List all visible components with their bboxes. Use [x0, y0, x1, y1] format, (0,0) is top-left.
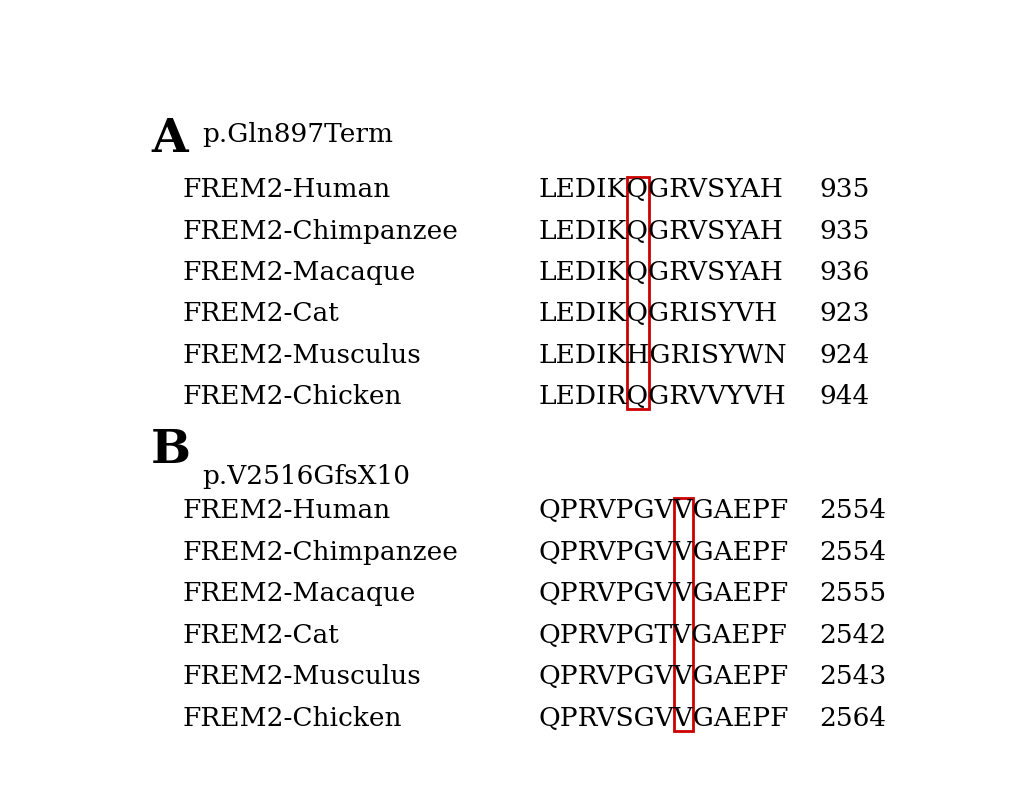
Text: QPRVPGTVGAEPF: QPRVPGTVGAEPF [538, 623, 787, 648]
Text: QPRVPGVVGAEPF: QPRVPGVVGAEPF [538, 540, 788, 565]
Text: FREM2-Chicken: FREM2-Chicken [182, 384, 401, 409]
Text: LEDIKQGRVSYAH: LEDIKQGRVSYAH [538, 260, 783, 285]
Text: 2555: 2555 [818, 581, 886, 607]
Text: QPRVPGVVGAEPF: QPRVPGVVGAEPF [538, 664, 788, 689]
Text: FREM2-Cat: FREM2-Cat [182, 623, 339, 648]
Text: QPRVSGVVGAEPF: QPRVSGVVGAEPF [538, 706, 789, 731]
Text: FREM2-Macaque: FREM2-Macaque [182, 581, 416, 607]
Text: LEDIKHGRISYWN: LEDIKHGRISYWN [538, 343, 787, 368]
Text: 2542: 2542 [818, 623, 886, 648]
Text: FREM2-Cat: FREM2-Cat [182, 302, 339, 326]
Bar [627, 177, 648, 409]
Text: A: A [151, 116, 187, 162]
Text: FREM2-Musculus: FREM2-Musculus [182, 343, 421, 368]
Text: 2554: 2554 [818, 540, 886, 565]
Text: 2564: 2564 [818, 706, 886, 731]
Text: p.V2516GfsX10: p.V2516GfsX10 [203, 464, 411, 489]
Text: LEDIKQGRISYVH: LEDIKQGRISYVH [538, 302, 777, 326]
Text: p.Gln897Term: p.Gln897Term [203, 123, 393, 147]
Text: 2543: 2543 [818, 664, 886, 689]
Text: FREM2-Chimpanzee: FREM2-Chimpanzee [182, 219, 459, 243]
Text: LEDIRQGRVVYVH: LEDIRQGRVVYVH [538, 384, 786, 409]
Text: FREM2-Macaque: FREM2-Macaque [182, 260, 416, 285]
Text: 944: 944 [818, 384, 868, 409]
Text: FREM2-Chimpanzee: FREM2-Chimpanzee [182, 540, 459, 565]
Text: FREM2-Human: FREM2-Human [182, 498, 390, 524]
Text: 2554: 2554 [818, 498, 886, 524]
Text: 935: 935 [818, 177, 869, 202]
Text: FREM2-Human: FREM2-Human [182, 177, 390, 202]
Bar [674, 498, 692, 731]
Text: QPRVPGVVGAEPF: QPRVPGVVGAEPF [538, 581, 788, 607]
Text: FREM2-Chicken: FREM2-Chicken [182, 706, 401, 731]
Text: 935: 935 [818, 219, 869, 243]
Text: 936: 936 [818, 260, 869, 285]
Text: LEDIKQGRVSYAH: LEDIKQGRVSYAH [538, 219, 783, 243]
Text: LEDIKQGRVSYAH: LEDIKQGRVSYAH [538, 177, 783, 202]
Text: QPRVPGVVGAEPF: QPRVPGVVGAEPF [538, 498, 788, 524]
Text: FREM2-Musculus: FREM2-Musculus [182, 664, 421, 689]
Text: B: B [151, 428, 191, 474]
Text: 923: 923 [818, 302, 869, 326]
Text: 924: 924 [818, 343, 869, 368]
